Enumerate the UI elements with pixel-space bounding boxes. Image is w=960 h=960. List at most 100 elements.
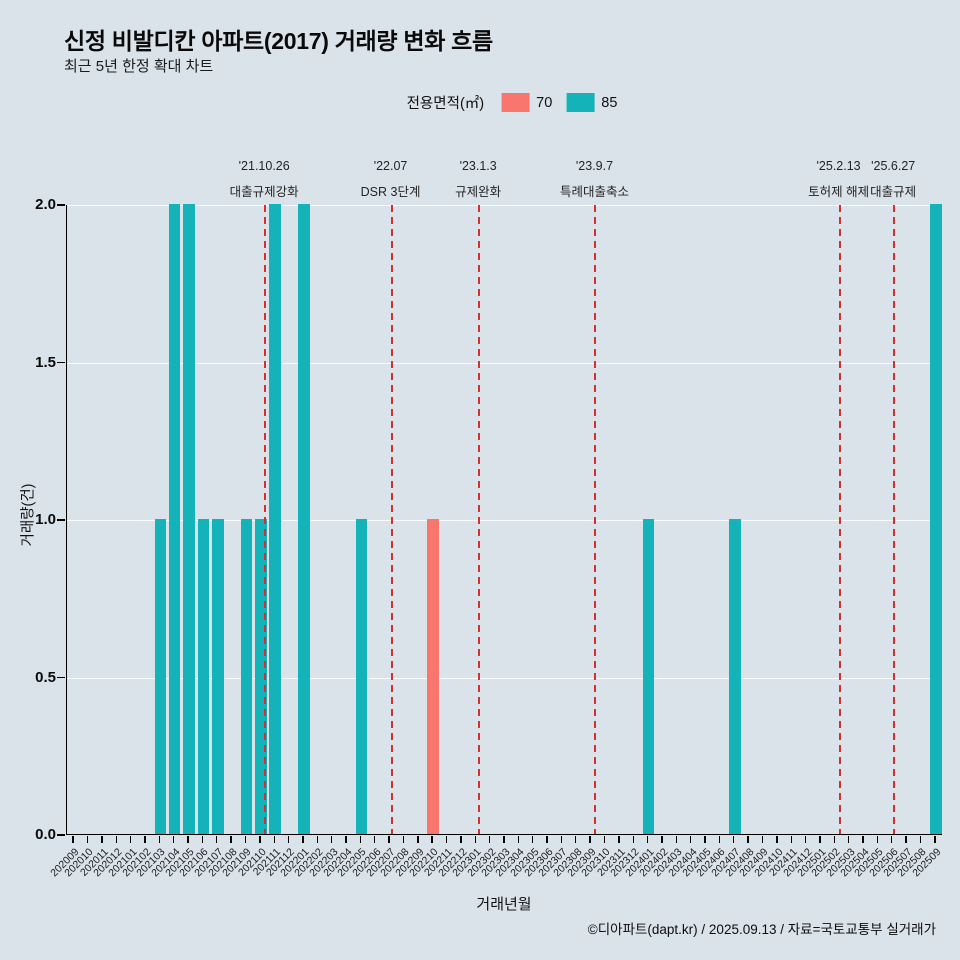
x-tick-mark [704,836,706,843]
x-tick-mark [747,836,749,843]
x-tick-mark [919,836,922,843]
x-tick-mark [201,836,204,843]
y-tick-label-0.0: 0.0 [35,826,56,843]
bar-202110-85 [255,519,267,834]
x-tick-mark [876,836,879,843]
x-tick-mark [115,836,117,843]
x-tick-mark [144,836,146,843]
bar-202201-85 [298,204,310,834]
legend-title: 전용면적(㎡) [406,96,485,112]
x-tick-mark [934,836,936,843]
event-line-'21.10.26 [264,205,267,834]
legend-swatch-70 [501,93,530,112]
event-label-'23.9.7: 특례대출축소 [559,185,629,199]
event-date-'23.9.7: '23.9.7 [575,159,614,173]
y-tick-label-1.0: 1.0 [35,511,56,528]
event-line-'23.1.3 [478,205,481,834]
gridline-0.5 [67,677,942,679]
x-tick-mark [287,836,290,843]
legend-label-70: 70 [536,94,553,111]
page-subtitle: 최근 5년 한정 확대 차트 [64,58,214,75]
y-tick-mark [57,519,65,521]
event-line-'25.6.27 [893,205,896,834]
bar-202111-85 [269,204,281,834]
event-date-'21.10.26: '21.10.26 [238,159,290,173]
y-tick-mark [57,676,65,679]
x-tick-mark [86,836,89,843]
legend-label-85: 85 [601,94,618,111]
x-tick-mark [804,836,807,843]
event-line-'25.2.13 [838,205,841,834]
x-tick-mark [173,836,175,843]
y-tick-mark [57,204,65,206]
x-tick-mark [316,836,318,843]
x-tick-mark [905,836,907,843]
x-tick-mark [847,836,850,843]
x-tick-mark [460,836,462,843]
event-date-'22.07: '22.07 [373,159,408,173]
gridline-2.0 [67,205,942,206]
x-tick-mark [675,836,678,843]
x-tick-mark [790,836,792,843]
legend-swatch-85 [566,93,595,112]
page-title: 신정 비발디칸 아파트(2017) 거래량 변화 흐름 [64,28,493,54]
x-tick-mark [273,836,275,843]
x-tick-mark [345,836,347,843]
x-tick-mark [833,836,835,843]
bar-202105-85 [183,204,195,834]
x-tick-mark [388,836,390,843]
x-tick-mark [445,836,448,843]
bar-202401-85 [642,519,655,834]
x-tick-mark [689,836,692,843]
x-tick-mark [158,836,161,843]
event-label-'25.2.13: 토허제 해제 [808,185,870,199]
x-tick-mark [589,836,591,843]
x-tick-mark [891,836,893,843]
bar-202407-85 [729,519,741,834]
event-label-'25.6.27: 대출규제 [870,185,917,199]
event-line-'22.07 [390,205,393,834]
x-tick-mark [862,836,864,843]
bar-202109-85 [240,519,253,834]
x-tick-mark [431,836,433,843]
bar-202103-85 [154,519,167,834]
x-tick-mark [302,836,304,843]
x-tick-mark [216,836,218,843]
event-date-'23.1.3: '23.1.3 [459,159,497,173]
plot-area [66,204,942,835]
x-tick-mark [359,836,362,843]
x-tick-mark [603,836,606,843]
x-tick-mark [618,836,620,843]
x-tick-mark [187,836,189,843]
x-tick-mark [560,836,563,843]
footer-credit: ©디아파트(dapt.kr) / 2025.09.13 / 자료=국토교통부 실… [587,922,936,937]
bar-202104-85 [168,204,181,834]
x-tick-mark [718,836,721,843]
x-tick-mark [646,836,649,843]
x-tick-mark [129,836,132,843]
x-tick-mark [417,836,419,843]
event-label-'21.10.26: 대출규제강화 [229,185,299,199]
x-tick-mark [488,836,491,843]
bar-202106-85 [197,519,210,834]
legend-items: 70 85 [494,93,617,112]
event-label-'23.1.3: 규제완화 [455,185,502,199]
x-tick-mark [575,836,577,843]
gridline-1.5 [67,362,942,364]
event-date-'25.6.27: '25.6.27 [871,159,916,173]
x-tick-mark [503,836,505,843]
x-tick-mark [374,836,376,843]
bar-202205-85 [355,519,368,834]
x-tick-mark [761,836,764,843]
event-label-'22.07: DSR 3단계 [360,185,421,199]
x-tick-mark [474,836,476,843]
x-tick-mark [546,836,548,843]
x-tick-mark [661,836,663,843]
x-tick-mark [532,836,534,843]
x-tick-mark [101,836,103,843]
x-tick-mark [230,836,232,843]
y-tick-label-1.5: 1.5 [35,353,56,371]
x-tick-mark [259,836,261,843]
